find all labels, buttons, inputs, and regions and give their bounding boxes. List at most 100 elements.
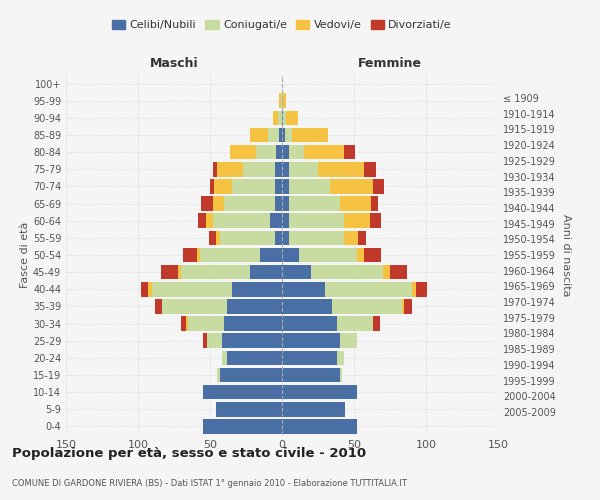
- Bar: [185, 316, 188, 331]
- Bar: [357, 248, 364, 262]
- Bar: [282, 248, 299, 262]
- Bar: [275, 162, 282, 176]
- Bar: [337, 316, 373, 331]
- Bar: [230, 145, 256, 160]
- Bar: [141, 282, 148, 296]
- Bar: [268, 128, 279, 142]
- Bar: [292, 128, 328, 142]
- Bar: [282, 419, 357, 434]
- Bar: [213, 214, 271, 228]
- Bar: [178, 265, 181, 280]
- Bar: [340, 368, 343, 382]
- Bar: [227, 350, 282, 365]
- Bar: [278, 110, 282, 125]
- Text: Popolazione per età, sesso e stato civile - 2010: Popolazione per età, sesso e stato civil…: [12, 448, 366, 460]
- Bar: [311, 265, 383, 280]
- Bar: [340, 196, 371, 211]
- Bar: [332, 299, 401, 314]
- Bar: [250, 265, 282, 280]
- Text: Maschi: Maschi: [149, 57, 199, 70]
- Bar: [216, 230, 220, 245]
- Bar: [282, 162, 289, 176]
- Bar: [299, 248, 357, 262]
- Bar: [289, 214, 344, 228]
- Bar: [220, 368, 282, 382]
- Bar: [282, 402, 346, 416]
- Legend: Celibi/Nubili, Coniugati/e, Vedovi/e, Divorziati/e: Celibi/Nubili, Coniugati/e, Vedovi/e, Di…: [107, 16, 457, 35]
- Bar: [282, 196, 289, 211]
- Bar: [152, 282, 232, 296]
- Bar: [282, 179, 289, 194]
- Bar: [206, 214, 213, 228]
- Bar: [282, 350, 337, 365]
- Bar: [250, 128, 268, 142]
- Bar: [304, 145, 344, 160]
- Bar: [289, 179, 329, 194]
- Bar: [344, 230, 358, 245]
- Bar: [282, 230, 289, 245]
- Bar: [181, 316, 185, 331]
- Bar: [282, 265, 311, 280]
- Bar: [373, 179, 384, 194]
- Bar: [282, 299, 332, 314]
- Bar: [232, 282, 282, 296]
- Bar: [199, 214, 206, 228]
- Bar: [207, 334, 221, 348]
- Bar: [329, 179, 373, 194]
- Bar: [383, 265, 390, 280]
- Bar: [373, 316, 380, 331]
- Bar: [275, 230, 282, 245]
- Bar: [203, 419, 282, 434]
- Bar: [416, 282, 427, 296]
- Bar: [275, 179, 282, 194]
- Bar: [325, 282, 412, 296]
- Bar: [337, 350, 344, 365]
- Y-axis label: Anni di nascita: Anni di nascita: [561, 214, 571, 296]
- Bar: [279, 94, 281, 108]
- Bar: [344, 214, 370, 228]
- Bar: [224, 316, 282, 331]
- Bar: [256, 145, 276, 160]
- Bar: [271, 214, 282, 228]
- Bar: [285, 128, 292, 142]
- Y-axis label: Fasce di età: Fasce di età: [20, 222, 30, 288]
- Bar: [200, 248, 260, 262]
- Bar: [404, 299, 412, 314]
- Bar: [227, 299, 282, 314]
- Bar: [163, 299, 227, 314]
- Bar: [358, 230, 365, 245]
- Bar: [401, 299, 404, 314]
- Bar: [213, 196, 224, 211]
- Bar: [232, 179, 275, 194]
- Bar: [412, 282, 416, 296]
- Bar: [203, 334, 207, 348]
- Bar: [283, 94, 286, 108]
- Bar: [282, 110, 283, 125]
- Bar: [275, 196, 282, 211]
- Bar: [282, 94, 283, 108]
- Bar: [370, 214, 382, 228]
- Bar: [155, 299, 163, 314]
- Bar: [282, 128, 285, 142]
- Bar: [282, 282, 325, 296]
- Bar: [217, 162, 243, 176]
- Bar: [181, 265, 250, 280]
- Bar: [318, 162, 364, 176]
- Bar: [289, 162, 318, 176]
- Bar: [282, 316, 337, 331]
- Text: Femmine: Femmine: [358, 57, 422, 70]
- Bar: [279, 128, 282, 142]
- Bar: [283, 110, 286, 125]
- Bar: [340, 334, 357, 348]
- Bar: [281, 94, 282, 108]
- Bar: [148, 282, 152, 296]
- Bar: [282, 334, 340, 348]
- Bar: [217, 368, 220, 382]
- Bar: [243, 162, 275, 176]
- Bar: [197, 248, 200, 262]
- Bar: [224, 196, 275, 211]
- Bar: [289, 230, 344, 245]
- Bar: [286, 110, 298, 125]
- Bar: [188, 316, 224, 331]
- Bar: [260, 248, 282, 262]
